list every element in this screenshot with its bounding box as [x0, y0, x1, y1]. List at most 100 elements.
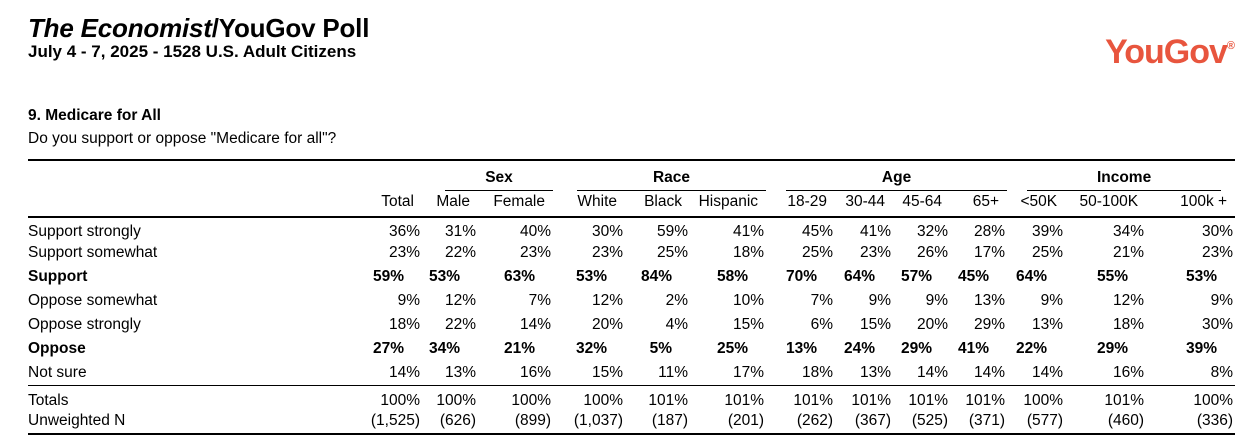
value-cell: 12%: [444, 292, 476, 309]
value-cell: 26%: [917, 244, 949, 261]
value-cell: 64%: [1016, 268, 1048, 285]
value-cell: 25%: [802, 244, 834, 261]
table-row: Not sure 14% 13% 16% 15% 11% 17% 18% 13% 14% 14% 14…: [28, 361, 1235, 385]
value-cell: 15%: [860, 316, 892, 333]
col-header-male: Male: [422, 191, 478, 218]
value-cell: 16%: [519, 363, 551, 381]
group-sex: Sex: [422, 160, 553, 191]
value-cell: 59%: [656, 223, 688, 240]
group-income: Income: [1007, 160, 1235, 191]
masthead-titles: The Economist/YouGov Poll July 4 - 7, 20…: [28, 15, 369, 62]
value-cell: 4%: [665, 316, 688, 333]
table-row: Support 59% 53% 63% 53% 84% 58% 70% 64% 57% 45% 64%…: [28, 265, 1235, 289]
value-cell: 22%: [444, 244, 476, 261]
value-cell: 41%: [733, 223, 765, 240]
group-spacer: [28, 160, 422, 191]
value-cell: (577): [1026, 412, 1064, 429]
value-cell: 41%: [958, 340, 990, 357]
value-cell: 24%: [844, 340, 876, 357]
value-cell: 27%: [372, 340, 404, 357]
value-cell: 13%: [786, 340, 818, 357]
table-totals: Totals 100% 100% 100% 100% 101% 101% 101% 101% 10…: [28, 384, 1236, 434]
value-cell: 18%: [1113, 316, 1145, 333]
value-cell: 100%: [360, 384, 422, 410]
value-cell: 17%: [733, 363, 765, 381]
value-cell: 101%: [1065, 384, 1147, 410]
value-cell: 11%: [658, 363, 688, 381]
value-cell: (371): [968, 412, 1006, 429]
value-cell: 16%: [1113, 363, 1145, 381]
value-cell: 20%: [917, 316, 949, 333]
value-cell: 14%: [519, 316, 551, 333]
value-cell: (262): [796, 412, 834, 429]
value-cell: 53%: [1186, 268, 1218, 285]
value-cell: 25%: [717, 340, 749, 357]
col-header-65plus: 65+: [950, 191, 1008, 218]
value-cell: 5%: [649, 340, 672, 357]
value-cell: (187): [651, 412, 688, 429]
value-cell: 9%: [925, 292, 949, 309]
value-cell: 29%: [901, 340, 933, 357]
value-cell: (460): [1107, 412, 1145, 429]
value-cell: 55%: [1097, 268, 1129, 285]
row-label-header: [28, 191, 360, 218]
crosstab-table: Sex Race Age Income Total Male Female Wh…: [28, 159, 1236, 435]
table-row: Support somewhat 23% 22% 23% 23% 25% 18% 25% 23%…: [28, 241, 1235, 265]
col-header-100kplus: 100k +: [1146, 191, 1236, 218]
value-cell: 100%: [1007, 384, 1066, 410]
value-cell: (626): [439, 412, 476, 429]
value-cell: 7%: [810, 292, 834, 309]
value-cell: 13%: [860, 363, 892, 381]
row-label: Unweighted N: [28, 412, 126, 429]
value-cell: 53%: [575, 268, 607, 285]
value-cell: 100%: [553, 384, 625, 410]
table-row: Support strongly 36% 31% 40% 30% 59% 41% 45% 41%…: [28, 217, 1235, 241]
col-header-female: Female: [478, 191, 553, 218]
value-cell: 23%: [519, 244, 551, 261]
value-cell: 9%: [868, 292, 892, 309]
registered-trademark-icon: ®: [1226, 40, 1235, 52]
value-cell: 22%: [1016, 340, 1048, 357]
value-cell: 23%: [388, 244, 420, 261]
value-cell: 70%: [786, 268, 818, 285]
value-cell: (1,037): [573, 412, 623, 429]
value-cell: 101%: [625, 384, 690, 410]
value-cell: 21%: [503, 340, 535, 357]
value-cell: 101%: [950, 384, 1008, 410]
value-cell: 18%: [388, 316, 420, 333]
value-cell: (1,525): [370, 412, 420, 429]
value-cell: 41%: [860, 223, 892, 240]
question-title: 9. Medicare for All: [28, 107, 161, 124]
row-label: Oppose somewhat: [28, 292, 158, 309]
value-cell: (525): [911, 412, 949, 429]
value-cell: 15%: [591, 363, 623, 381]
value-cell: 57%: [901, 268, 933, 285]
value-cell: 14%: [917, 363, 949, 381]
value-cell: 29%: [1097, 340, 1129, 357]
value-cell: 29%: [974, 316, 1006, 333]
value-cell: 9%: [1210, 292, 1234, 309]
value-cell: 30%: [591, 223, 623, 240]
value-cell: 32%: [917, 223, 949, 240]
value-cell: 9%: [1040, 292, 1064, 309]
value-cell: 14%: [388, 363, 420, 381]
group-header-row: Sex Race Age Income: [28, 160, 1235, 191]
col-header-white: White: [553, 191, 625, 218]
value-cell: 23%: [860, 244, 892, 261]
page-title: The Economist/YouGov Poll: [28, 15, 369, 42]
value-cell: (201): [727, 412, 765, 429]
value-cell: 12%: [591, 292, 623, 309]
row-label: Totals: [28, 384, 360, 410]
value-cell: 18%: [733, 244, 765, 261]
value-cell: 101%: [766, 384, 836, 410]
value-cell: 101%: [690, 384, 767, 410]
question-block: 9. Medicare for All Do you support or op…: [28, 107, 1235, 147]
yougov-logo: YouGov®: [1105, 29, 1235, 69]
row-label: Support strongly: [28, 223, 141, 240]
value-cell: 64%: [844, 268, 876, 285]
totals-row: Totals 100% 100% 100% 100% 101% 101% 101% 101% 10…: [28, 384, 1236, 410]
value-cell: 15%: [733, 316, 765, 333]
value-cell: 59%: [372, 268, 404, 285]
value-cell: 39%: [1032, 223, 1064, 240]
